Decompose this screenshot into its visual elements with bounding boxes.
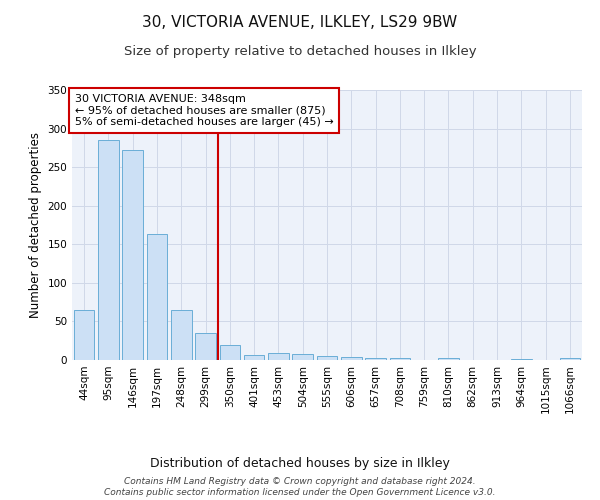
Bar [98,140,119,360]
Text: Contains HM Land Registry data © Crown copyright and database right 2024.
Contai: Contains HM Land Registry data © Crown c… [104,478,496,497]
Text: 30 VICTORIA AVENUE: 348sqm
← 95% of detached houses are smaller (875)
5% of semi: 30 VICTORIA AVENUE: 348sqm ← 95% of deta… [74,94,334,127]
Bar [292,354,313,360]
Bar [341,357,362,360]
Text: Distribution of detached houses by size in Ilkley: Distribution of detached houses by size … [150,458,450,470]
Text: Size of property relative to detached houses in Ilkley: Size of property relative to detached ho… [124,45,476,58]
Bar [560,358,580,360]
Bar [146,234,167,360]
Bar [220,344,240,360]
Bar [244,354,265,360]
Bar [389,358,410,360]
Bar [511,359,532,360]
Bar [171,310,191,360]
Bar [438,358,459,360]
Bar [195,333,216,360]
Bar [122,150,143,360]
Bar [317,356,337,360]
Text: 30, VICTORIA AVENUE, ILKLEY, LS29 9BW: 30, VICTORIA AVENUE, ILKLEY, LS29 9BW [142,15,458,30]
Bar [268,353,289,360]
Y-axis label: Number of detached properties: Number of detached properties [29,132,42,318]
Bar [74,310,94,360]
Bar [365,358,386,360]
